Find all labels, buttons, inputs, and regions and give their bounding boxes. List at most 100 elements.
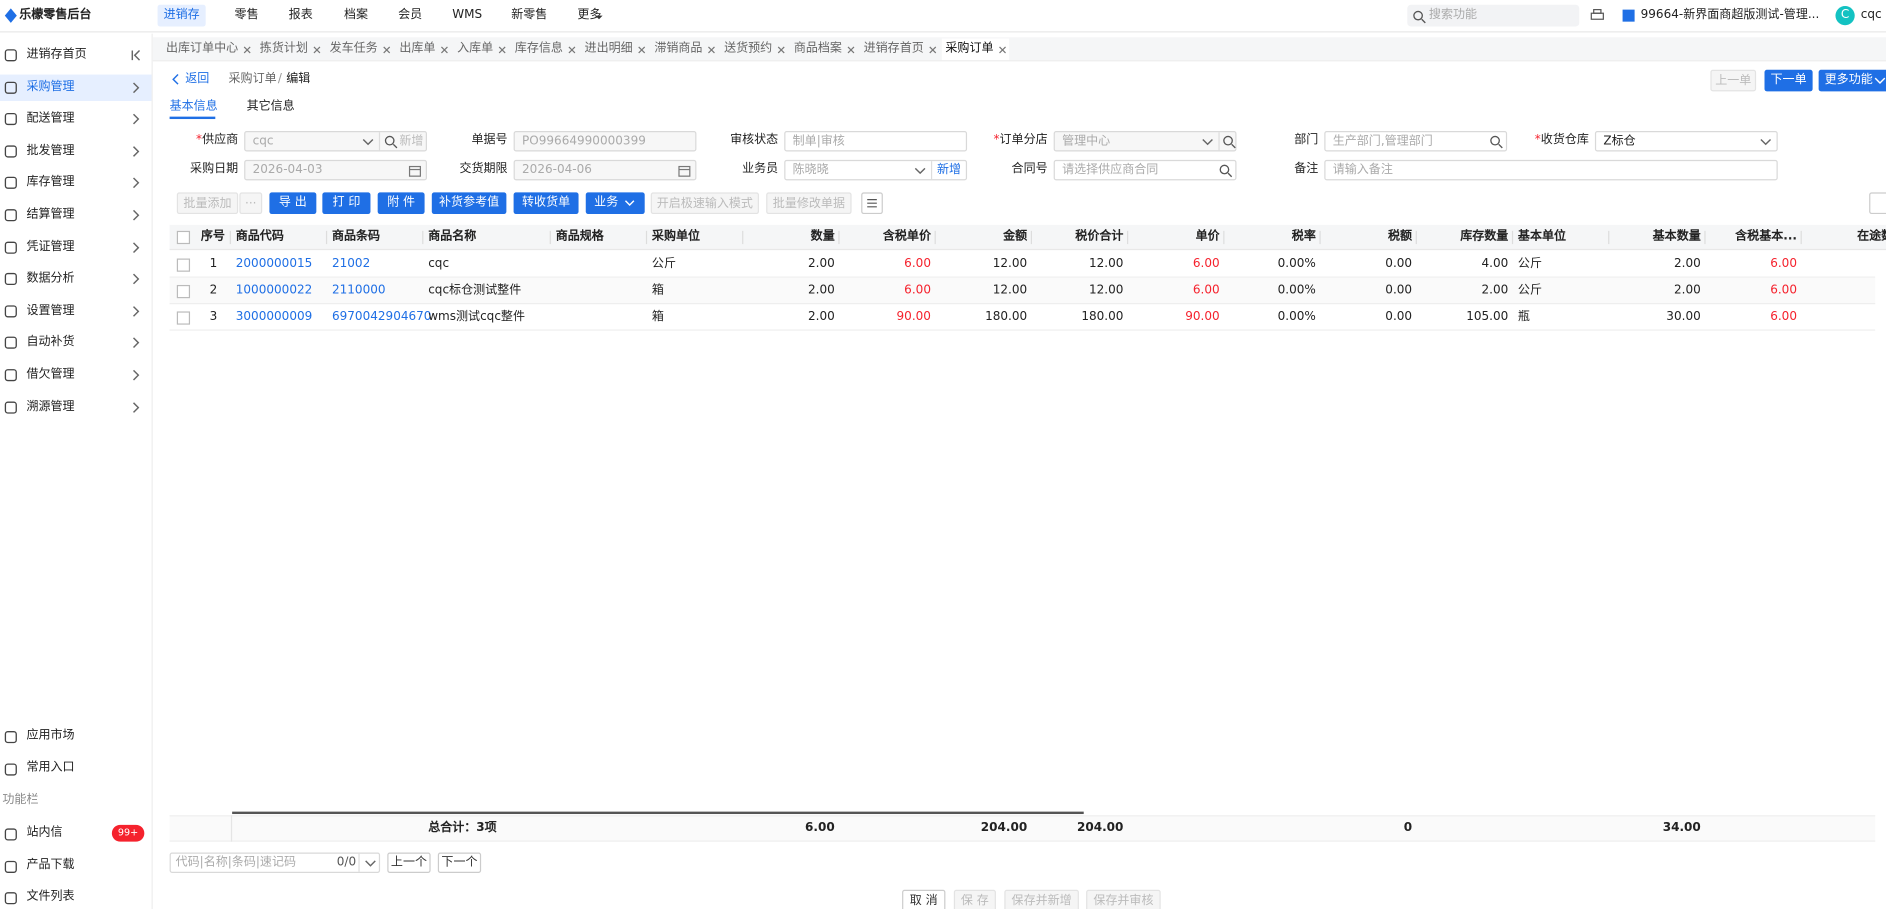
- toolbar-button[interactable]: 业务: [585, 192, 645, 215]
- field-input[interactable]: 请输入备注: [1324, 159, 1778, 181]
- field-link[interactable]: 新增: [936, 163, 962, 177]
- header-button[interactable]: 上一单: [1710, 69, 1757, 92]
- sidebar-item[interactable]: 进销存首页: [26, 48, 87, 62]
- tab[interactable]: 进出明细: [581, 38, 648, 60]
- toolbar-button[interactable]: 批量添加: [176, 192, 239, 215]
- sidebar-item[interactable]: 库存管理: [26, 176, 75, 190]
- sidebar-item[interactable]: 设置管理: [26, 303, 75, 318]
- table-cell[interactable]: 3000000009: [235, 310, 313, 324]
- nav-item[interactable]: 新零售: [511, 8, 548, 22]
- field-input[interactable]: 制单|审核: [784, 131, 968, 152]
- table-cell[interactable]: 21002: [331, 257, 371, 271]
- tab[interactable]: 拣货计划: [256, 38, 323, 60]
- nav-item[interactable]: 会员: [398, 8, 423, 22]
- column-header[interactable]: 商品条码: [331, 229, 381, 243]
- column-header[interactable]: 单价: [1195, 229, 1220, 243]
- row-checkbox[interactable]: [176, 311, 191, 325]
- crumb[interactable]: 采购订单: [228, 72, 277, 86]
- field-input[interactable]: 2026-04-03: [244, 159, 427, 181]
- table-cell[interactable]: 2110000: [331, 283, 386, 297]
- sidebar-bottom-item[interactable]: 应用市场: [26, 728, 75, 742]
- tab[interactable]: 滞销商品: [651, 38, 718, 60]
- sidebar-item[interactable]: 自动补货: [26, 335, 75, 350]
- toolbar-button[interactable]: ···: [239, 192, 263, 215]
- sidebar-bottom-item[interactable]: 常用入口: [26, 761, 75, 775]
- nav-item[interactable]: 零售: [234, 8, 259, 22]
- nav-item[interactable]: 进销存: [157, 4, 206, 27]
- column-header[interactable]: 在途数: [1857, 229, 1886, 243]
- tool-item[interactable]: 产品下载: [26, 858, 75, 872]
- toolbar-button[interactable]: 附 件: [377, 192, 425, 215]
- nav-item[interactable]: 报表: [288, 8, 313, 22]
- action-button[interactable]: 保 存: [953, 889, 996, 909]
- toolbar-button[interactable]: 补货参考值: [431, 192, 507, 215]
- column-header[interactable]: 数量: [810, 229, 835, 243]
- sidebar-item[interactable]: 结算管理: [26, 208, 75, 222]
- sidebar-item[interactable]: 采购管理: [26, 80, 75, 94]
- column-header[interactable]: 基本数量: [1652, 229, 1701, 243]
- column-header[interactable]: 含税单价: [882, 229, 931, 243]
- action-button[interactable]: 保存并新增: [1004, 889, 1079, 909]
- table-cell[interactable]: 1000000022: [235, 283, 313, 297]
- store-name[interactable]: 99664-新界面商超版测试-管理...: [1640, 8, 1820, 22]
- tab[interactable]: 商品档案: [790, 38, 857, 60]
- row-checkbox[interactable]: [176, 284, 191, 299]
- column-header[interactable]: 金额: [1003, 229, 1028, 243]
- finder-button[interactable]: 下一个: [437, 852, 482, 873]
- column-header[interactable]: 税率: [1291, 229, 1316, 243]
- column-header[interactable]: 税价合计: [1075, 229, 1124, 243]
- tool-item[interactable]: 站内信: [26, 826, 63, 840]
- toolbar-button[interactable]: 打 印: [322, 192, 371, 215]
- sidebar-item[interactable]: 批发管理: [26, 144, 75, 158]
- action-button[interactable]: 保存并审核: [1086, 889, 1161, 909]
- field-input[interactable]: 管理中心: [1053, 131, 1237, 152]
- sidebar-item[interactable]: 数据分析: [26, 271, 75, 286]
- back-link[interactable]: 返回: [185, 72, 210, 86]
- toolbar-button[interactable]: 转收货单: [513, 192, 579, 215]
- tab[interactable]: 出库订单中心: [162, 38, 253, 60]
- toolbar-button[interactable]: 开启极速输入模式: [650, 192, 759, 215]
- field-input[interactable]: 请选择供应商合同: [1053, 159, 1237, 181]
- table-cell[interactable]: 2000000015: [235, 257, 313, 271]
- action-button[interactable]: 取 消: [902, 889, 946, 909]
- column-header[interactable]: 基本单位: [1517, 229, 1567, 243]
- tab[interactable]: 入库单: [453, 38, 508, 60]
- field-input[interactable]: Z标仓: [1594, 131, 1778, 152]
- column-header[interactable]: 含税基本...: [1735, 229, 1797, 243]
- nav-item[interactable]: WMS: [452, 8, 483, 22]
- column-header[interactable]: 税额: [1388, 229, 1413, 243]
- subtab[interactable]: 基本信息: [169, 99, 218, 114]
- column-setting-button[interactable]: [861, 192, 883, 215]
- row-checkbox[interactable]: [176, 258, 191, 272]
- toolbar-button[interactable]: 导 出: [269, 192, 317, 215]
- field-input[interactable]: 2026-04-06: [513, 159, 697, 181]
- tab[interactable]: 发车任务: [326, 38, 393, 60]
- tab[interactable]: 进销存首页: [860, 38, 939, 60]
- nav-item[interactable]: 更多: [577, 8, 602, 22]
- column-header[interactable]: 商品代码: [235, 229, 284, 243]
- field-input[interactable]: PO99664990000399: [513, 131, 697, 152]
- tab[interactable]: 送货预约: [720, 38, 787, 60]
- sidebar-item[interactable]: 借欠管理: [26, 367, 75, 382]
- tool-item[interactable]: 文件列表: [26, 890, 75, 904]
- header-button[interactable]: 更多功能: [1818, 69, 1886, 92]
- nav-item[interactable]: 档案: [344, 8, 369, 22]
- column-header[interactable]: 商品规格: [555, 229, 604, 243]
- tab[interactable]: 库存信息: [511, 38, 578, 60]
- sidebar-item[interactable]: 凭证管理: [26, 239, 75, 254]
- tab[interactable]: 出库单: [396, 38, 451, 60]
- finder-input[interactable]: 代码|名称|条码|速记码 0/0: [169, 852, 381, 873]
- field-input[interactable]: 生产部门,管理部门: [1324, 131, 1508, 152]
- subtab[interactable]: 其它信息: [246, 99, 295, 114]
- column-header[interactable]: 采购单位: [651, 229, 701, 243]
- tab[interactable]: 采购订单: [941, 38, 1010, 61]
- header-checkbox[interactable]: [176, 230, 191, 245]
- sidebar-item[interactable]: 配送管理: [26, 112, 75, 126]
- search-box[interactable]: [1407, 4, 1580, 27]
- field-input[interactable]: 陈晓晓 新增: [784, 159, 968, 181]
- header-button[interactable]: 下一单: [1764, 69, 1813, 92]
- sidebar-item[interactable]: 溯源管理: [26, 399, 75, 414]
- toolbar-button[interactable]: 批量修改单据: [766, 192, 852, 215]
- column-header[interactable]: 库存数量: [1460, 229, 1509, 243]
- finder-button[interactable]: 上一个: [387, 852, 431, 873]
